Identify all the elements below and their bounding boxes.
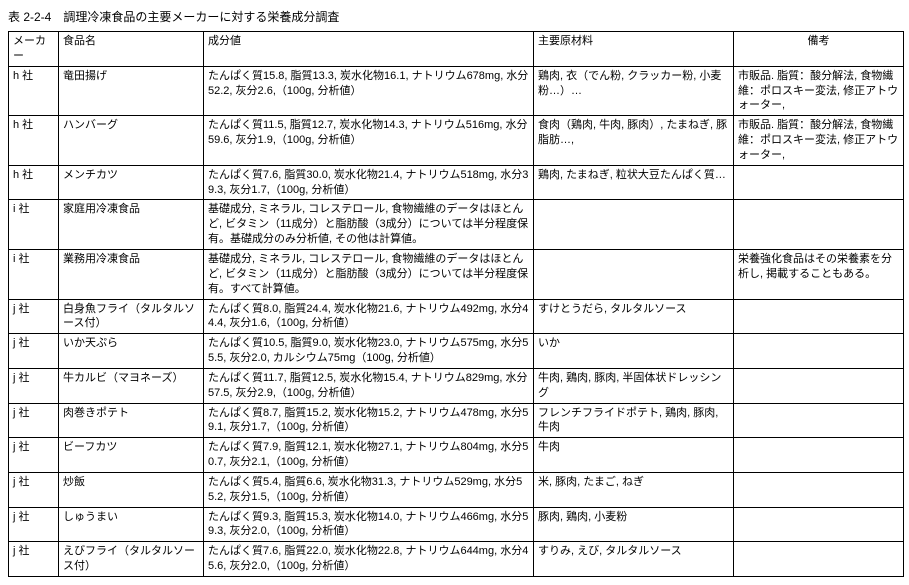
cell-food: 牛カルビ（マヨネーズ） (59, 368, 204, 403)
cell-notes: 市販品. 脂質：酸分解法, 食物繊維：ポロスキー変法, 修正アトウォーター, (734, 116, 904, 166)
cell-ingredients: 牛肉 (534, 438, 734, 473)
cell-notes: 栄養強化食品はその栄養素を分析し, 掲載することもある。 (734, 249, 904, 299)
cell-maker: j 社 (9, 438, 59, 473)
cell-notes (734, 403, 904, 438)
col-ingredients: 主要原材料 (534, 32, 734, 67)
cell-food: メンチカツ (59, 165, 204, 200)
cell-ingredients: 米, 豚肉, たまご, ねぎ (534, 472, 734, 507)
cell-nutrition: たんぱく質7.6, 脂質22.0, 炭水化物22.8, ナトリウム644mg, … (204, 542, 534, 577)
cell-nutrition: たんぱく質5.4, 脂質6.6, 炭水化物31.3, ナトリウム529mg, 水… (204, 472, 534, 507)
cell-nutrition: たんぱく質8.7, 脂質15.2, 炭水化物15.2, ナトリウム478mg, … (204, 403, 534, 438)
cell-nutrition: たんぱく質10.5, 脂質9.0, 炭水化物23.0, ナトリウム575mg, … (204, 334, 534, 369)
cell-food: ハンバーグ (59, 116, 204, 166)
cell-notes: 市販品. 脂質：酸分解法, 食物繊維：ポロスキー変法, 修正アトウォーター, (734, 66, 904, 116)
cell-food: ビーフカツ (59, 438, 204, 473)
cell-food: 業務用冷凍食品 (59, 249, 204, 299)
cell-notes (734, 472, 904, 507)
header-row: メーカー 食品名 成分値 主要原材料 備考 (9, 32, 904, 67)
cell-nutrition: たんぱく質11.7, 脂質12.5, 炭水化物15.4, ナトリウム829mg,… (204, 368, 534, 403)
table-row: j 社牛カルビ（マヨネーズ）たんぱく質11.7, 脂質12.5, 炭水化物15.… (9, 368, 904, 403)
table-row: j 社ビーフカツたんぱく質7.9, 脂質12.1, 炭水化物27.1, ナトリウ… (9, 438, 904, 473)
cell-food: 家庭用冷凍食品 (59, 200, 204, 250)
cell-notes (734, 368, 904, 403)
cell-notes (734, 165, 904, 200)
table-row: j 社白身魚フライ（タルタルソース付）たんぱく質8.0, 脂質24.4, 炭水化… (9, 299, 904, 334)
cell-food: しゅうまい (59, 507, 204, 542)
cell-food: 肉巻きポテト (59, 403, 204, 438)
cell-food: 白身魚フライ（タルタルソース付） (59, 299, 204, 334)
cell-notes (734, 542, 904, 577)
table-row: j 社しゅうまいたんぱく質9.3, 脂質15.3, 炭水化物14.0, ナトリウ… (9, 507, 904, 542)
table-row: i 社業務用冷凍食品基礎成分, ミネラル, コレステロール, 食物繊維のデータは… (9, 249, 904, 299)
cell-maker: i 社 (9, 200, 59, 250)
table-row: j 社えびフライ（タルタルソース付）たんぱく質7.6, 脂質22.0, 炭水化物… (9, 542, 904, 577)
cell-ingredients (534, 200, 734, 250)
cell-nutrition: 基礎成分, ミネラル, コレステロール, 食物繊維のデータはほとんど, ビタミン… (204, 249, 534, 299)
cell-maker: j 社 (9, 403, 59, 438)
cell-nutrition: たんぱく質7.6, 脂質30.0, 炭水化物21.4, ナトリウム518mg, … (204, 165, 534, 200)
cell-ingredients: すりみ, えび, タルタルソース (534, 542, 734, 577)
col-maker: メーカー (9, 32, 59, 67)
table-row: i 社家庭用冷凍食品基礎成分, ミネラル, コレステロール, 食物繊維のデータは… (9, 200, 904, 250)
cell-food: いか天ぷら (59, 334, 204, 369)
table-row: j 社肉巻きポテトたんぱく質8.7, 脂質15.2, 炭水化物15.2, ナトリ… (9, 403, 904, 438)
cell-ingredients (534, 249, 734, 299)
cell-notes (734, 200, 904, 250)
table-row: j 社炒飯たんぱく質5.4, 脂質6.6, 炭水化物31.3, ナトリウム529… (9, 472, 904, 507)
cell-notes (734, 507, 904, 542)
cell-nutrition: 基礎成分, ミネラル, コレステロール, 食物繊維のデータはほとんど, ビタミン… (204, 200, 534, 250)
cell-maker: j 社 (9, 542, 59, 577)
cell-notes (734, 438, 904, 473)
cell-maker: j 社 (9, 472, 59, 507)
cell-ingredients: いか (534, 334, 734, 369)
table-row: h 社竜田揚げたんぱく質15.8, 脂質13.3, 炭水化物16.1, ナトリウ… (9, 66, 904, 116)
cell-ingredients: 豚肉, 鶏肉, 小麦粉 (534, 507, 734, 542)
table-title: 表 2-2-4 調理冷凍食品の主要メーカーに対する栄養成分調査 (8, 8, 901, 25)
cell-nutrition: たんぱく質7.9, 脂質12.1, 炭水化物27.1, ナトリウム804mg, … (204, 438, 534, 473)
table-row: j 社いか天ぷらたんぱく質10.5, 脂質9.0, 炭水化物23.0, ナトリウ… (9, 334, 904, 369)
table-row: h 社ハンバーグたんぱく質11.5, 脂質12.7, 炭水化物14.3, ナトリ… (9, 116, 904, 166)
cell-food: えびフライ（タルタルソース付） (59, 542, 204, 577)
cell-ingredients: 食肉（鶏肉, 牛肉, 豚肉）, たまねぎ, 豚脂肪…, (534, 116, 734, 166)
cell-nutrition: たんぱく質9.3, 脂質15.3, 炭水化物14.0, ナトリウム466mg, … (204, 507, 534, 542)
cell-ingredients: すけとうだら, タルタルソース (534, 299, 734, 334)
cell-food: 炒飯 (59, 472, 204, 507)
cell-nutrition: たんぱく質11.5, 脂質12.7, 炭水化物14.3, ナトリウム516mg,… (204, 116, 534, 166)
cell-maker: j 社 (9, 368, 59, 403)
cell-ingredients: 牛肉, 鶏肉, 豚肉, 半固体状ドレッシング (534, 368, 734, 403)
cell-notes (734, 334, 904, 369)
cell-nutrition: たんぱく質8.0, 脂質24.4, 炭水化物21.6, ナトリウム492mg, … (204, 299, 534, 334)
cell-maker: h 社 (9, 165, 59, 200)
cell-notes (734, 299, 904, 334)
cell-maker: j 社 (9, 334, 59, 369)
col-nutrition: 成分値 (204, 32, 534, 67)
col-notes: 備考 (734, 32, 904, 67)
cell-food: 竜田揚げ (59, 66, 204, 116)
cell-ingredients: 鶏肉, たまねぎ, 粒状大豆たんぱく質… (534, 165, 734, 200)
col-food: 食品名 (59, 32, 204, 67)
cell-maker: h 社 (9, 66, 59, 116)
cell-ingredients: 鶏肉, 衣（でん粉, クラッカー粉, 小麦粉…）… (534, 66, 734, 116)
cell-ingredients: フレンチフライドポテト, 鶏肉, 豚肉, 牛肉 (534, 403, 734, 438)
table-row: h 社メンチカツたんぱく質7.6, 脂質30.0, 炭水化物21.4, ナトリウ… (9, 165, 904, 200)
cell-maker: j 社 (9, 299, 59, 334)
cell-maker: i 社 (9, 249, 59, 299)
cell-maker: h 社 (9, 116, 59, 166)
cell-nutrition: たんぱく質15.8, 脂質13.3, 炭水化物16.1, ナトリウム678mg,… (204, 66, 534, 116)
nutrition-table: メーカー 食品名 成分値 主要原材料 備考 h 社竜田揚げたんぱく質15.8, … (8, 31, 904, 577)
cell-maker: j 社 (9, 507, 59, 542)
